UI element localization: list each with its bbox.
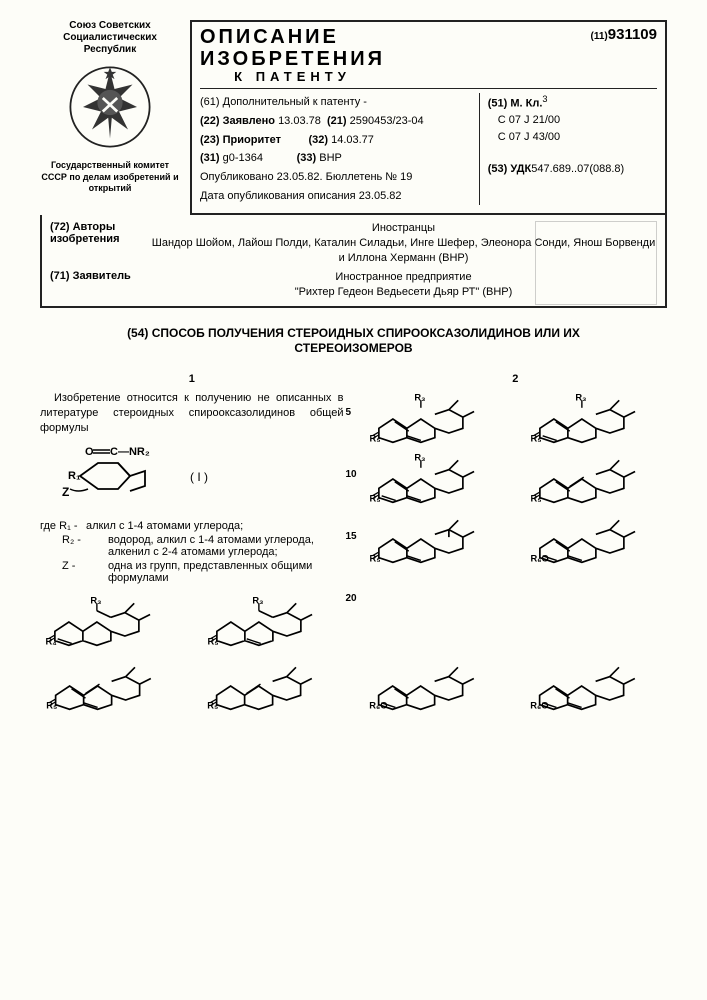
structure-b1: R₃ R₅ bbox=[364, 391, 506, 447]
body-columns: 1 Изобретение относится к получению не о… bbox=[40, 373, 667, 651]
biblio-fields: (61) Дополнительный к патенту - (22) Зая… bbox=[200, 93, 657, 205]
field-53: (53) УДК547.689..07(088.8) bbox=[488, 161, 657, 178]
structure-c2: R₅ bbox=[201, 658, 344, 714]
structure-c4: R₆O bbox=[524, 658, 667, 714]
patent-page: Союз Советских Социалистических Республи… bbox=[0, 0, 707, 1000]
title-sub: К ПАТЕНТУ bbox=[200, 70, 385, 84]
intro-paragraph: Изобретение относится к получению не опи… bbox=[40, 391, 344, 436]
fields-left: (61) Дополнительный к патенту - (22) Зая… bbox=[200, 93, 471, 205]
field-desc-pub: Дата опубликования описания 23.05.82 bbox=[200, 187, 471, 206]
svg-text:R₃: R₃ bbox=[414, 392, 425, 402]
patent-number: (11)931109 bbox=[591, 26, 657, 43]
formula-1-label: ( I ) bbox=[190, 470, 208, 484]
library-stamp bbox=[535, 221, 657, 305]
ln-10: 10 bbox=[346, 469, 357, 480]
col1-structures: R₃ R₄ R₃ R₅ bbox=[40, 594, 344, 650]
structure-b2: R₃ R₅ bbox=[525, 391, 667, 447]
svg-text:C—NR₂: C—NR₂ bbox=[110, 446, 150, 458]
field-51: (51) М. Кл.3 bbox=[488, 93, 657, 112]
title-block: ОПИСАНИЕ ИЗОБРЕТЕНИЯ К ПАТЕНТУ (11)93110… bbox=[200, 26, 657, 84]
structure-b3: R₃ R₅ bbox=[364, 451, 506, 507]
def-r2: R₂ - водород, алкил с 1-4 атомами углеро… bbox=[40, 534, 344, 558]
field-pub: Опубликовано 23.05.82. Бюллетень № 19 bbox=[200, 168, 471, 187]
definition-list: где R₁ - алкил с 1-4 атомами углерода; R… bbox=[40, 520, 344, 584]
ln-5: 5 bbox=[346, 407, 352, 418]
authors-section: (72) Авторы изобретения Иностранцы Шандо… bbox=[40, 215, 667, 307]
bottom-structures-row: R₅ R₅ R₆O bbox=[40, 658, 667, 714]
left-column: Союз Советских Социалистических Республи… bbox=[40, 20, 180, 215]
field-31: (31) g0-1364 (33) ВНР bbox=[200, 149, 471, 168]
field-51-val1: С 07 J 21/00 bbox=[498, 112, 657, 129]
formula-1: O C—NR₂ R₁ Z ( I ) bbox=[60, 441, 344, 514]
structure-r5-a: R₃ R₅ bbox=[202, 594, 344, 650]
field-71-label: (71) Заявитель bbox=[50, 270, 150, 300]
ln-15: 15 bbox=[346, 531, 357, 542]
document-title: ОПИСАНИЕ ИЗОБРЕТЕНИЯ К ПАТЕНТУ bbox=[200, 26, 385, 84]
divider bbox=[200, 88, 657, 89]
structure-c3: R₆O bbox=[363, 658, 506, 714]
fields-right: (51) М. Кл.3 С 07 J 21/00 С 07 J 43/00 (… bbox=[479, 93, 657, 205]
header-row: Союз Советских Социалистических Республи… bbox=[40, 20, 667, 215]
title-line2: ИЗОБРЕТЕНИЯ bbox=[200, 48, 385, 70]
svg-text:R₃: R₃ bbox=[414, 452, 425, 462]
svg-text:R₆O: R₆O bbox=[530, 701, 548, 711]
patent-prefix: (11) bbox=[591, 31, 608, 42]
svg-text:Z: Z bbox=[62, 485, 69, 499]
column-1: 1 Изобретение относится к получению не о… bbox=[40, 373, 344, 651]
def-r1: где R₁ - алкил с 1-4 атомами углерода; bbox=[40, 520, 344, 532]
committee-name: Государственный комитет СССР по делам из… bbox=[40, 160, 180, 195]
col2-number: 2 bbox=[364, 373, 668, 385]
structure-b4: R₅ bbox=[525, 451, 667, 507]
svg-text:R₆O: R₆O bbox=[369, 701, 387, 711]
structure-b6: R₆O bbox=[525, 511, 667, 567]
invention-title: (54) СПОСОБ ПОЛУЧЕНИЯ СТЕРОИДНЫХ СПИРООК… bbox=[100, 326, 607, 357]
structure-r4: R₃ R₄ bbox=[40, 594, 182, 650]
field-22: (22) Заявлено 13.03.78 (21) 2590453/23-0… bbox=[200, 112, 471, 131]
ln-20: 20 bbox=[346, 593, 357, 604]
ussr-emblem-icon bbox=[65, 62, 155, 152]
main-header-box: ОПИСАНИЕ ИЗОБРЕТЕНИЯ К ПАТЕНТУ (11)93110… bbox=[190, 20, 667, 215]
col1-number: 1 bbox=[40, 373, 344, 385]
union-name: Союз Советских Социалистических Республи… bbox=[40, 20, 180, 56]
title-line1: ОПИСАНИЕ bbox=[200, 26, 385, 48]
main-header-wrapper: ОПИСАНИЕ ИЗОБРЕТЕНИЯ К ПАТЕНТУ (11)93110… bbox=[190, 20, 667, 215]
column-2: 2 5 10 15 20 R₃ R₅ bbox=[364, 373, 668, 651]
svg-text:R₃: R₃ bbox=[252, 596, 263, 606]
field-72-label: (72) Авторы изобретения bbox=[50, 221, 150, 266]
svg-text:R₃: R₃ bbox=[576, 392, 587, 402]
svg-text:R₆O: R₆O bbox=[531, 553, 549, 563]
svg-text:O: O bbox=[85, 446, 94, 458]
patent-number-val: 931109 bbox=[608, 26, 657, 43]
field-51-val2: С 07 J 43/00 bbox=[498, 129, 657, 146]
svg-text:R₃: R₃ bbox=[90, 596, 101, 606]
structure-b5: R₅ bbox=[364, 511, 506, 567]
field-23: (23) Приоритет (32) 14.03.77 bbox=[200, 131, 471, 150]
def-z: Z - одна из групп, представленных общими… bbox=[40, 560, 344, 584]
field-61: (61) Дополнительный к патенту - bbox=[200, 93, 471, 112]
col2-structures: R₃ R₅ R₃ R₅ bbox=[364, 391, 668, 567]
structure-c1: R₅ bbox=[40, 658, 183, 714]
